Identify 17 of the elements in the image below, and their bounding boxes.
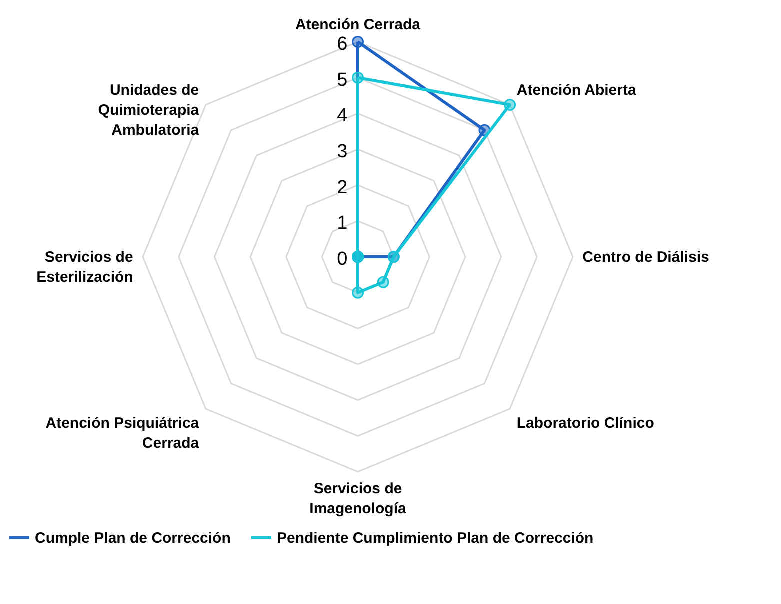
y-tick-label: 5 [337, 70, 348, 91]
legend-label: Cumple Plan de Corrección [35, 530, 231, 547]
y-tick-label: 3 [337, 142, 348, 162]
spoke-label: Atención Psiquiátrica Cerrada [46, 414, 200, 452]
spoke-label: Laboratorio Clínico [516, 414, 654, 432]
spoke-label: Servicios de Imagenología [310, 480, 407, 518]
y-tick-label: 0 [337, 249, 348, 270]
spoke-label: Servicios de Esterilización [36, 249, 134, 286]
spoke-label: Centro de Diálisis [582, 249, 710, 266]
y-tick-label: 1 [337, 213, 348, 234]
y-tick-label: 4 [337, 106, 348, 127]
spoke-label: Unidades de Quimioterapia Ambulatoria [98, 82, 200, 140]
y-tick-label: 6 [337, 34, 348, 55]
spoke-label: Atención Cerrada [295, 16, 422, 34]
y-tick-label: 2 [337, 177, 348, 198]
spoke-label: Atención Abierta [516, 82, 637, 100]
legend-label: Pendiente Cumplimiento Plan de Corrección [277, 530, 594, 547]
